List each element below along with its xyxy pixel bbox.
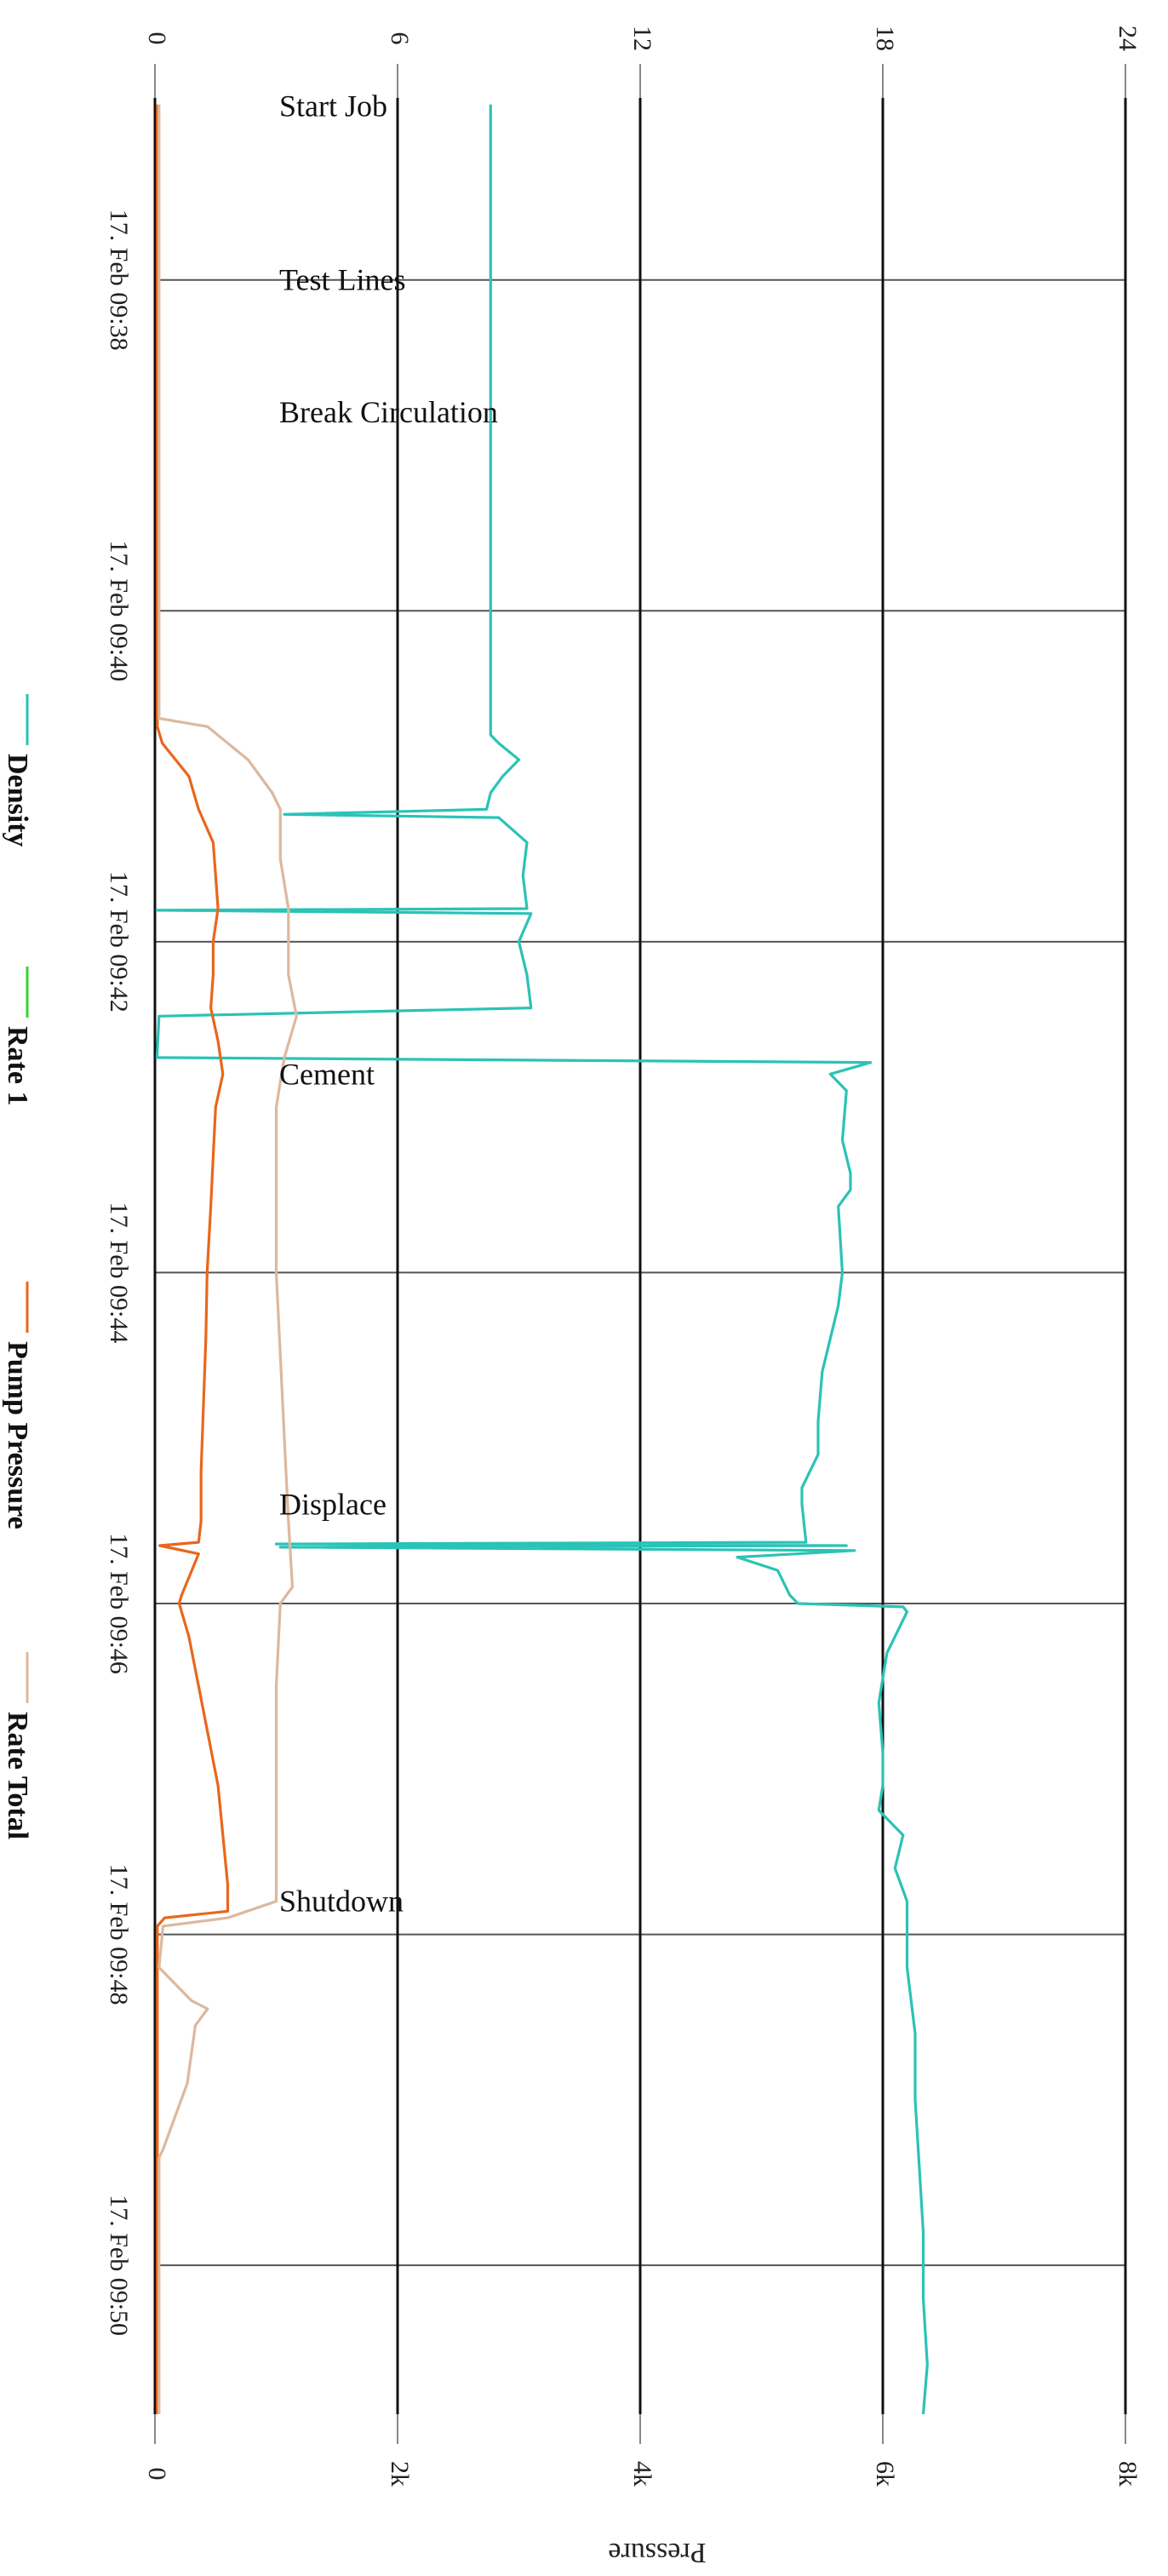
legend: Density Rate 1 Pump Pressure Rate Total xyxy=(2,694,33,1839)
event-label: Start Job xyxy=(279,89,387,123)
right-axis-tick-label: 6k xyxy=(871,2461,899,2487)
left-axis-tick-label: 24 xyxy=(1114,26,1142,51)
event-label: Shutdown xyxy=(279,1885,404,1919)
series-rate-total-line xyxy=(157,104,298,2414)
axes: Pressure 17. Feb 09:38 17. Feb 09:40 17. F… xyxy=(105,26,1142,2568)
right-axis-tick-label: 0 xyxy=(143,2468,171,2481)
right-axis-tick-label: 4k xyxy=(628,2461,656,2487)
left-axis-tick-label: 0 xyxy=(143,32,171,45)
legend-item-label[interactable]: Rate 1 xyxy=(2,1026,33,1105)
pressure-axis-title: Pressure xyxy=(608,2537,706,2568)
left-axis-tick-label: 18 xyxy=(871,26,899,51)
left-axis-tick-label: 6 xyxy=(386,32,414,45)
event-label: Cement xyxy=(279,1057,375,1091)
time-tick-label: 17. Feb 09:46 xyxy=(105,1533,133,1674)
legend-item-label[interactable]: Density xyxy=(2,754,33,847)
time-tick-label: 17. Feb 09:42 xyxy=(105,871,133,1013)
time-tick-label: 17. Feb 09:48 xyxy=(105,1864,133,2005)
series-pump-pressure-line xyxy=(156,104,230,2414)
legend-item-label[interactable]: Pump Pressure xyxy=(2,1341,33,1529)
event-label: Displace xyxy=(279,1487,386,1521)
time-tick-label: 17. Feb 09:50 xyxy=(105,2194,133,2336)
left-axis-tick-label: 12 xyxy=(628,26,656,51)
event-label: Test Lines xyxy=(279,263,405,297)
time-tick-label: 17. Feb 09:38 xyxy=(105,209,133,351)
event-annotations: Start Job Test Lines Break Circulation Ceme… xyxy=(279,89,498,1919)
series-lines xyxy=(155,104,929,2415)
legend-item-label[interactable]: Rate Total xyxy=(2,1712,33,1839)
time-tick-label: 17. Feb 09:44 xyxy=(105,1202,133,1344)
grid xyxy=(153,98,1127,2414)
event-label: Break Circulation xyxy=(279,395,498,429)
series-density-line xyxy=(155,104,929,2415)
right-axis-tick-label: 2k xyxy=(386,2461,414,2487)
right-axis-tick-label: 8k xyxy=(1114,2461,1142,2487)
time-tick-label: 17. Feb 09:40 xyxy=(105,540,133,681)
